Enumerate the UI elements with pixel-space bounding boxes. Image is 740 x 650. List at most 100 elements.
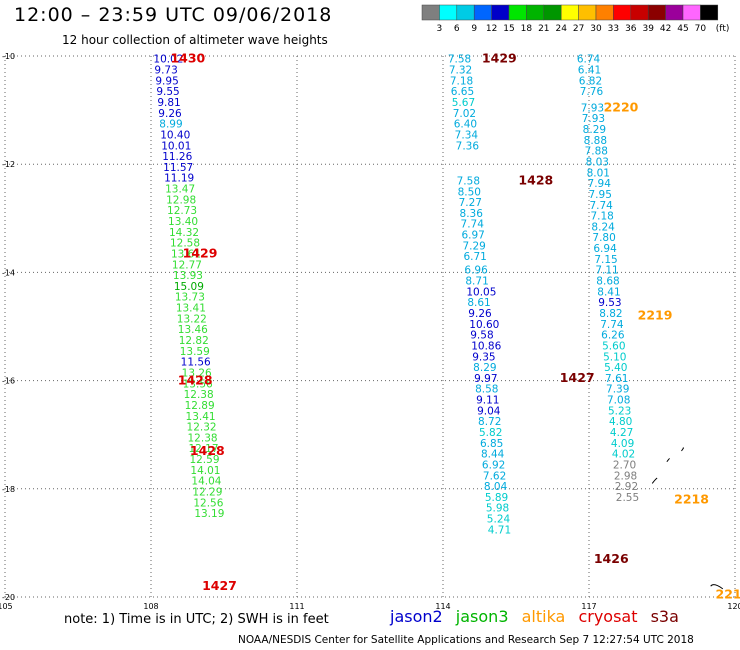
data-point-label: 11.19	[164, 173, 194, 185]
data-point-label: 8.24	[591, 221, 615, 233]
scale-label: 3	[437, 24, 443, 34]
scale-label: 39	[642, 24, 654, 34]
y-tick-label: -16	[2, 377, 15, 386]
data-point-label: 13.47	[165, 184, 195, 196]
data-point-label: 5.89	[485, 492, 508, 504]
data-point-label: 8.88	[584, 135, 607, 147]
data-point-label: 8.50	[458, 186, 481, 198]
data-point-label: 8.82	[599, 308, 622, 320]
data-point-label: 14.04	[191, 476, 221, 488]
satellite-legend: jason2 jason3 altika cryosat s3a	[390, 607, 687, 626]
data-point-label: 12.73	[167, 205, 197, 217]
legend-altika: altika	[521, 607, 566, 626]
data-point-label: 7.15	[594, 254, 617, 266]
data-point-label: 7.74	[589, 200, 613, 212]
x-tick-label: 120	[727, 602, 740, 610]
data-point-label: 2.70	[613, 459, 636, 471]
data-point-label: 8.72	[478, 416, 501, 428]
time-label: 1427	[202, 578, 237, 593]
data-point-label: 2.98	[614, 470, 637, 482]
data-point-label: 9.35	[472, 351, 495, 363]
data-point-label: 6.96	[464, 265, 488, 277]
data-point-label: 5.98	[486, 503, 509, 515]
data-point-label: 14.32	[169, 227, 199, 239]
scale-label: 33	[608, 24, 619, 34]
time-label: 1428	[190, 443, 225, 458]
time-label: 1429	[482, 51, 517, 66]
scale-label: 70	[695, 24, 707, 34]
time-label: 2217	[716, 586, 740, 601]
data-point-label: 13.22	[177, 313, 207, 325]
data-point-label: 7.93	[581, 102, 604, 114]
time-label: 1426	[594, 551, 629, 566]
data-point-label: 13.46	[178, 324, 208, 336]
scale-label: 45	[677, 24, 688, 34]
time-label: 1428	[178, 373, 213, 388]
x-tick-label: 111	[289, 602, 304, 610]
data-point-label: 11.56	[181, 357, 211, 369]
page-subtitle: 12 hour collection of altimeter wave hei…	[62, 33, 328, 47]
data-point-label: 9.26	[468, 308, 492, 320]
x-tick-label: 108	[143, 602, 158, 610]
scale-swatch	[700, 4, 719, 21]
data-point-label: 12.32	[187, 422, 217, 434]
data-point-label: 13.93	[173, 270, 203, 282]
data-point-label: 8.41	[597, 286, 620, 298]
scale-label: 27	[573, 24, 584, 34]
data-point-label: 5.60	[602, 340, 625, 352]
data-point-label: 13.41	[176, 303, 206, 315]
data-point-label: 8.36	[460, 208, 484, 220]
data-point-label: 6.41	[578, 65, 601, 77]
data-point-label: 8.71	[465, 276, 488, 288]
scale-unit: (ft)	[716, 24, 730, 34]
data-point-label: 9.73	[154, 65, 177, 77]
data-point-label: 7.62	[483, 470, 506, 482]
data-point-label: 5.67	[452, 97, 475, 109]
data-point-label: 7.39	[606, 384, 629, 396]
data-point-label: 12.56	[193, 497, 223, 509]
data-point-label: 9.11	[476, 395, 499, 407]
data-point-label: 6.94	[593, 243, 617, 255]
coastline-mark	[710, 584, 724, 590]
data-point-label: 7.32	[449, 65, 472, 77]
page-title: 12:00 – 23:59 UTC 09/06/2018	[14, 4, 333, 26]
data-point-label: 10.40	[160, 129, 190, 141]
data-point-label: 12.77	[172, 259, 202, 271]
data-point-label: 6.71	[463, 251, 486, 263]
data-point-label: 8.29	[583, 124, 606, 136]
scale-label: 18	[521, 24, 533, 34]
data-point-label: 7.58	[448, 54, 471, 66]
data-point-label: 7.74	[461, 219, 485, 231]
data-point-label: 12.82	[179, 335, 209, 347]
time-label: 1428	[518, 172, 553, 187]
data-point-label: 8.99	[159, 119, 182, 131]
data-point-label: 2.92	[615, 481, 638, 493]
color-scale: 3 6 9 12 15 18 21 24 27 30 33 36 39 42 45 70 (ft)	[421, 4, 730, 34]
data-point-label: 7.29	[462, 240, 485, 252]
data-point-label: 7.58	[457, 175, 480, 187]
data-point-label: 4.27	[610, 427, 633, 439]
data-point-label: 7.08	[607, 395, 630, 407]
data-point-label: 12.89	[185, 400, 215, 412]
data-point-label: 10.05	[466, 286, 496, 298]
data-point-label: 5.24	[487, 514, 511, 526]
data-point-label: 6.65	[451, 86, 474, 98]
data-point-label: 6.92	[482, 459, 505, 471]
time-label: 1429	[183, 245, 218, 260]
y-tick-label: -10	[2, 52, 15, 61]
scale-label: 30	[590, 24, 602, 34]
data-point-label: 4.09	[611, 438, 634, 450]
scale-label: 15	[503, 24, 514, 34]
data-point-label: 9.55	[156, 86, 179, 98]
data-point-label: 6.82	[579, 75, 602, 87]
legend-cryosat: cryosat	[578, 607, 638, 626]
data-point-label: 13.56	[183, 378, 213, 390]
data-point-label: 8.01	[587, 167, 610, 179]
data-point-label: 13.26	[182, 367, 212, 379]
note-text: note: 1) Time is in UTC; 2) SWH is in fe…	[64, 612, 329, 627]
data-point-label: 8.03	[586, 156, 609, 168]
legend-jason2: jason2	[390, 607, 443, 626]
data-point-label: 9.95	[155, 75, 178, 87]
data-point-label: 8.58	[475, 384, 498, 396]
data-point-label: 7.34	[455, 129, 479, 141]
